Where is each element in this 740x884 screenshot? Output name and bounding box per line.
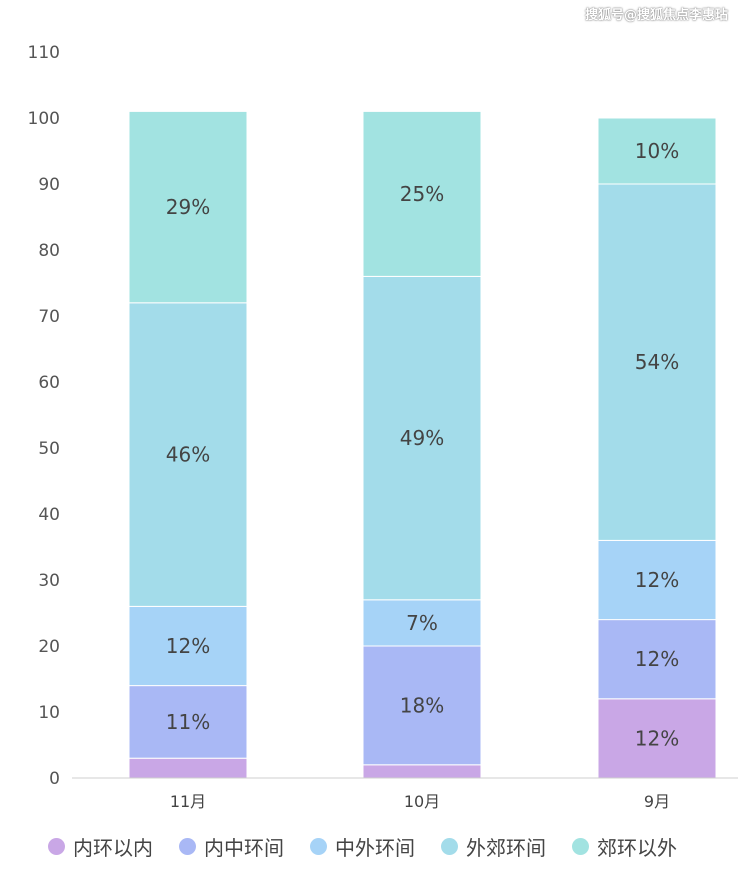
x-axis: 11月 10月 9月 <box>170 792 670 811</box>
watermark-text: 搜狐号@搜狐焦点李惠玷 <box>584 8 728 23</box>
bar-segment <box>128 605 248 687</box>
legend: 内环以内 内中环间 中外环间 外郊环间 郊环以外 <box>48 826 738 866</box>
data-label: 12% <box>635 568 679 592</box>
y-tick-label: 10 <box>38 703 60 723</box>
bar-segment <box>597 698 717 779</box>
legend-label: 外郊环间 <box>466 835 546 860</box>
bar-segment <box>128 757 248 779</box>
data-label: 29% <box>166 195 210 219</box>
legend-item[interactable]: 内中环间 <box>179 832 284 861</box>
y-tick-label: 50 <box>38 439 60 459</box>
bar-segment <box>362 275 482 601</box>
data-label: 10% <box>635 139 679 163</box>
bar-segment <box>128 302 248 607</box>
x-tick-label: 10月 <box>404 792 440 811</box>
y-tick-label: 100 <box>28 109 60 129</box>
data-label: 54% <box>635 350 679 374</box>
bar-segment <box>597 619 717 700</box>
bar-segment <box>597 539 717 621</box>
legend-swatch-icon <box>48 837 65 855</box>
y-tick-label: 0 <box>49 769 60 789</box>
y-tick-label: 40 <box>38 505 60 525</box>
bar-segment <box>597 117 717 185</box>
data-label: 12% <box>635 647 679 671</box>
y-tick-label: 60 <box>38 373 60 393</box>
legend-label: 郊环以外 <box>597 835 677 860</box>
bar-segment <box>128 685 248 759</box>
y-tick-label: 110 <box>28 43 60 63</box>
legend-item[interactable]: 中外环间 <box>310 832 415 861</box>
data-label: 11% <box>166 710 210 734</box>
data-label: 7% <box>406 611 438 635</box>
bar-segment <box>597 183 717 541</box>
y-axis: 0 10 20 30 40 50 60 70 80 90 100 110 <box>28 43 60 789</box>
legend-swatch-icon <box>310 837 327 855</box>
legend-label: 中外环间 <box>335 835 415 860</box>
legend-item[interactable]: 内环以内 <box>48 832 153 861</box>
legend-item[interactable]: 郊环以外 <box>572 832 677 861</box>
legend-swatch-icon <box>441 837 458 855</box>
bar-segment <box>128 110 248 304</box>
data-label: 18% <box>400 693 444 717</box>
data-label: 25% <box>400 182 444 206</box>
legend-swatch-icon <box>572 837 589 855</box>
y-tick-label: 70 <box>38 307 60 327</box>
stacked-bar-chart: 0 10 20 30 40 50 60 70 80 90 100 110 11% 12% 46% 29% 18… <box>28 43 738 811</box>
legend-swatch-icon <box>179 837 196 855</box>
x-tick-label: 11月 <box>170 792 206 811</box>
legend-item[interactable]: 外郊环间 <box>441 832 546 861</box>
bar-segment <box>362 110 482 277</box>
bar-segment <box>362 599 482 647</box>
y-tick-label: 20 <box>38 637 60 657</box>
data-label: 46% <box>166 443 210 467</box>
data-label: 49% <box>400 426 444 450</box>
bar-segment <box>362 764 482 779</box>
y-tick-label: 90 <box>38 175 60 195</box>
y-tick-label: 30 <box>38 571 60 591</box>
legend-label: 内环以内 <box>73 835 153 860</box>
x-tick-label: 9月 <box>644 792 670 811</box>
data-label: 12% <box>635 726 679 750</box>
bar-series: 11% 12% 46% 29% 18% 7% 49% 25% 12% 12% 12% 54% 10% <box>128 110 717 779</box>
data-label: 12% <box>166 634 210 658</box>
legend-label: 内中环间 <box>204 835 284 860</box>
y-tick-label: 80 <box>38 241 60 261</box>
